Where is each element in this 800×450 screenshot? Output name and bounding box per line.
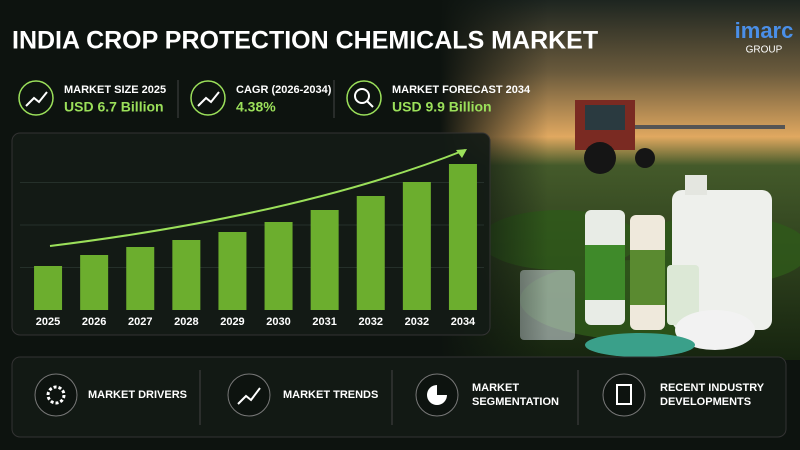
bar-chart: 2025 2026 2027 2028 2029 2030 2031 2032 2032 2034 (20, 164, 484, 328)
x-tick-label: 2029 (220, 316, 244, 328)
stat-value: USD 9.9 Billion (392, 99, 492, 115)
stat-label: MARKET FORECAST 2034 (392, 84, 531, 96)
x-tick-label: 2027 (128, 316, 152, 328)
logo-sub: GROUP (746, 45, 783, 56)
topic-label: MARKET TRENDS (283, 389, 378, 401)
x-tick-label: 2026 (82, 316, 106, 328)
stat-value: 4.38% (236, 99, 276, 115)
bar (310, 210, 339, 310)
topics: MARKET DRIVERS MARKET TRENDS MARKET SEGME… (34, 370, 765, 425)
stat-value: USD 6.7 Billion (64, 99, 164, 115)
stat-label: CAGR (2026-2034) (236, 84, 332, 96)
bar (356, 196, 385, 310)
bar (218, 232, 247, 310)
x-tick-label: 2034 (451, 316, 476, 328)
title: INDIA CROP PROTECTION CHEMICALS MARKET (12, 27, 598, 55)
bar (264, 222, 293, 310)
bar (126, 247, 155, 310)
x-tick-label: 2028 (174, 316, 198, 328)
stats: MARKET SIZE 2025 USD 6.7 Billion CAGR (2… (18, 80, 531, 118)
photo (440, 0, 800, 360)
x-tick-label: 2030 (266, 316, 290, 328)
bar (402, 182, 431, 310)
trend-arrow (49, 149, 466, 247)
topic-label: MARKET DRIVERS (88, 389, 187, 401)
stat-label: MARKET SIZE 2025 (64, 84, 166, 96)
logo: imarc (735, 18, 794, 43)
topics-panel (11, 356, 787, 438)
topic-label: MARKET SEGMENTATION (472, 382, 559, 408)
topic-label: RECENT INDUSTRY DEVELOPMENTS (660, 382, 765, 408)
bar (172, 240, 201, 310)
x-tick-label: 2032 (359, 316, 383, 328)
x-tick-label: 2031 (312, 316, 336, 328)
trend-arrow-head (456, 149, 467, 158)
bar (80, 255, 109, 310)
bar (34, 266, 63, 310)
bar (448, 164, 477, 310)
x-tick-label: 2025 (36, 316, 60, 328)
x-tick-label: 2032 (405, 316, 429, 328)
